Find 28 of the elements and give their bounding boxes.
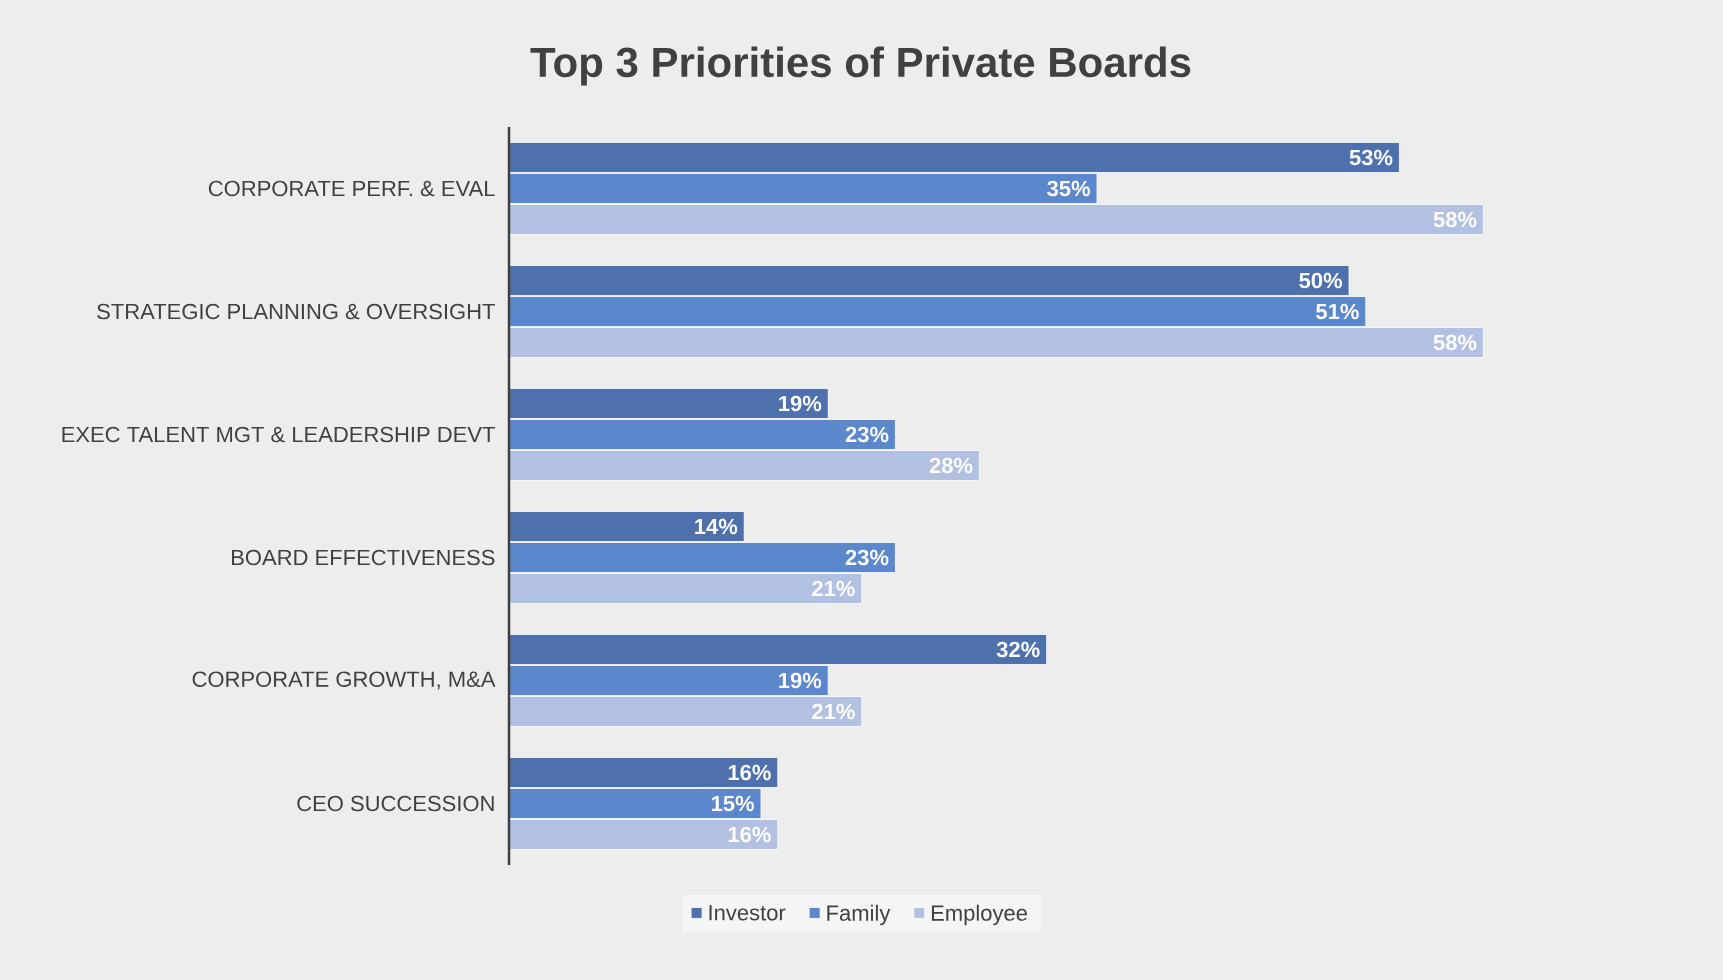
data-label: 58% [1433, 334, 1477, 351]
data-label: 15% [711, 795, 755, 812]
data-label: 19% [779, 395, 822, 412]
data-label: 21% [812, 580, 855, 597]
y-tick-label: STRATEGIC PLANNING & OVERSIGHT [97, 303, 495, 320]
data-label: 21% [812, 703, 855, 720]
legend-label: Employee [931, 904, 1027, 926]
legend-label: Investor [709, 905, 786, 921]
data-label: 23% [845, 549, 889, 566]
data-label: 16% [728, 826, 771, 843]
data-label: 35% [1047, 180, 1091, 197]
legend-label: Family [827, 904, 891, 926]
data-label: 14% [695, 518, 738, 535]
data-label: 58% [1433, 211, 1477, 228]
data-label: 28% [929, 457, 973, 474]
data-label: 23% [845, 426, 889, 443]
data-label: 50% [1299, 272, 1343, 289]
data-label: 16% [728, 764, 771, 781]
data-label: 32% [996, 641, 1040, 658]
data-label: 53% [1349, 149, 1393, 166]
y-tick-label: CEO SUCCESSION [297, 795, 494, 812]
y-tick-label: CORPORATE GROWTH, M&A [192, 671, 496, 690]
data-label: 51% [1316, 303, 1359, 320]
chart-title: Top 3 Priorities of Private Boards [530, 46, 1191, 86]
data-label: 19% [779, 672, 822, 689]
y-tick-label: EXEC TALENT MGT & LEADERSHIP DEVT [62, 426, 495, 443]
y-tick-label: CORPORATE PERF. & EVAL [208, 180, 495, 197]
y-tick-label: BOARD EFFECTIVENESS [232, 549, 495, 566]
